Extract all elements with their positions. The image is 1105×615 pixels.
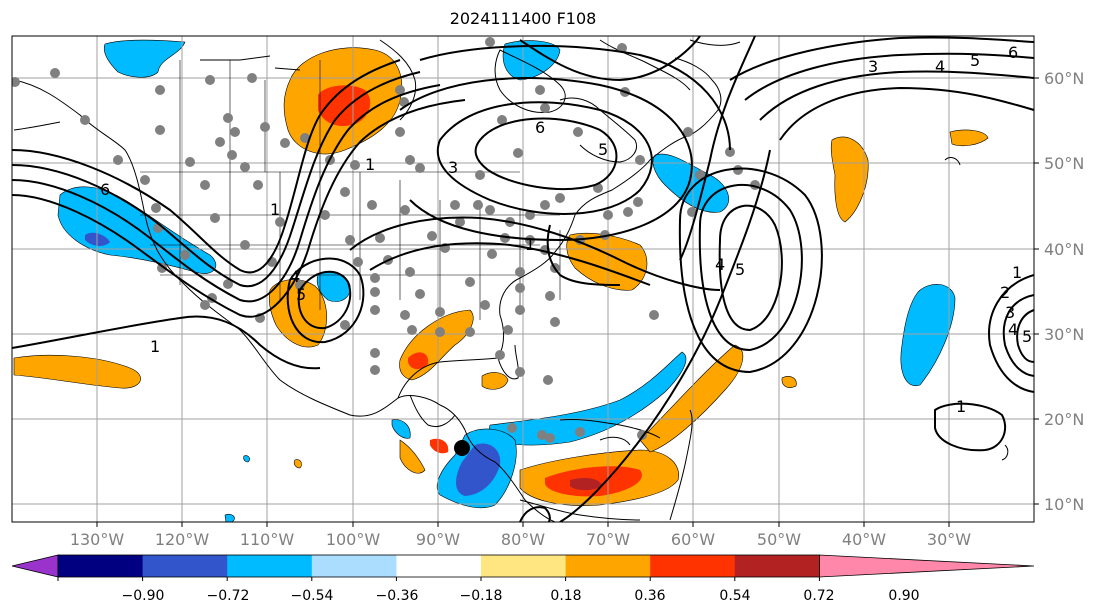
longitude-labels: 130°W 120°W 110°W 100°W 90°W 80°W 70°W 6… [70,530,971,549]
shaded-field [13,39,989,522]
lat-label: 40°N [1044,240,1084,259]
colorbar-segment [227,555,313,577]
graticule [12,36,1034,522]
colorbar-tick: 0.54 [719,588,750,604]
contour-label: 5 [735,260,745,279]
map-title: 2024111400 F108 [449,9,597,28]
lat-label: 30°N [1044,325,1084,344]
lat-label: 10°N [1044,495,1084,514]
contour-label: 1 [365,155,375,174]
negative-anomaly-hudson [502,40,561,81]
colorbar-segment [311,555,397,577]
colorbar [11,554,1035,581]
lon-label: 40°W [842,530,886,549]
colorbar-tick: −0.54 [291,588,334,604]
lon-label: 70°W [586,530,630,549]
lon-label: 90°W [416,530,460,549]
lat-label: 50°N [1044,154,1084,173]
colorbar-segment [565,555,651,577]
contour-label: 3 [868,57,878,76]
lon-label: 110°W [240,530,295,549]
lon-label: 30°W [927,530,971,549]
contour-label: 6 [100,180,110,199]
contour-label: 5 [970,51,980,70]
colorbar-tick: −0.72 [207,588,250,604]
colorbar-tick: 0.18 [550,588,581,604]
positive-anomaly-mid-atlantic [830,136,869,223]
station-marker [454,440,470,456]
colorbar-tick: 0.36 [634,588,665,604]
colorbar-tick: −0.18 [460,588,503,604]
contour-label: 5 [296,285,306,304]
negative-anomaly-central-america-core [456,443,501,496]
colorbar-extend-max [819,554,1035,578]
contours [12,36,1034,522]
colorbar-segment [396,555,482,577]
lon-label: 60°W [671,530,715,549]
contour-label: 6 [1008,43,1018,62]
colorbar-tick: −0.36 [376,588,419,604]
contour-labels: 6 6 5 3 1 1 4 5 1 1 4 5 3 4 5 6 1 2 3 4 … [100,43,1032,416]
colorbar-segment [481,555,567,577]
positive-anomaly-gulf-core [408,352,429,370]
lon-label: 120°W [155,530,210,549]
contour-label: 4 [1008,320,1018,339]
stations [12,37,760,443]
contour-label: 4 [715,255,725,274]
colorbar-segment [650,555,736,577]
lon-label: 100°W [326,530,381,549]
contour-label: 5 [598,140,608,159]
colorbar-segment [58,555,144,577]
positive-anomaly-atlantic-band [639,344,744,453]
lat-label: 20°N [1044,410,1084,429]
colorbar-extend-min [11,554,59,578]
colorbar-ticks: −0.90 −0.72 −0.54 −0.36 −0.18 0.18 0.36 … [122,588,920,604]
negative-anomaly-east-atlantic [900,284,956,387]
colorbar-tick: 0.90 [888,588,919,604]
coastlines [13,39,1009,522]
colorbar-frame [57,554,820,578]
contour-label: 6 [535,118,545,137]
contour-label: 4 [935,57,945,76]
contour-label: 1 [1012,263,1022,282]
colorbar-segment [734,555,820,577]
contour-label: 5 [1022,327,1032,346]
contour-label: 1 [150,337,160,356]
negative-anomaly-caribbean [487,351,687,446]
contour-label: 2 [1000,283,1010,302]
lon-label: 130°W [70,530,125,549]
positive-anomaly-subtropic-pacific [13,354,141,389]
positive-anomaly-canada-core [318,85,371,127]
lat-label: 60°N [1044,69,1084,88]
contour-label: 4 [290,267,300,286]
contour-label: 1 [270,200,280,219]
colorbar-tick: 0.72 [803,588,834,604]
contour-label: 1 [956,397,966,416]
latitude-labels: 60°N 50°N 40°N 30°N 20°N 10°N [1044,69,1084,514]
colorbar-tick: −0.90 [122,588,165,604]
contour-label: 3 [1005,303,1015,322]
lon-label: 80°W [501,530,545,549]
contour-label: 3 [448,158,458,177]
colorbar-segment [142,555,228,577]
lon-label: 50°W [757,530,801,549]
contour-label: 1 [525,235,535,254]
tick-marks [96,77,1039,527]
